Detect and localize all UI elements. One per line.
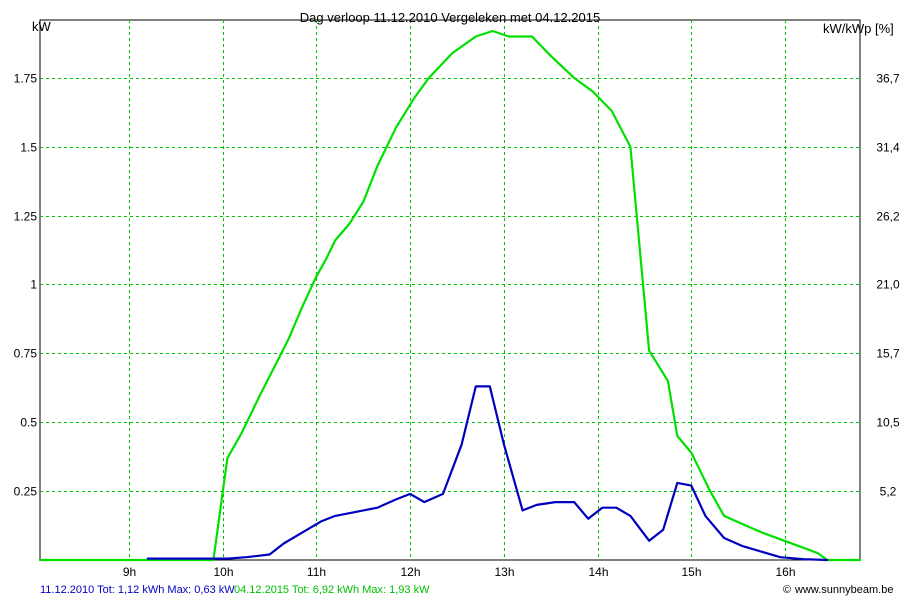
x-tick-label: 16h <box>775 565 795 579</box>
y-axis-label-left: kW <box>32 19 52 34</box>
y-axis-label-right: kW/kWp [%] <box>823 21 894 36</box>
footer-credit: www.sunnybeam.be <box>794 584 893 596</box>
copyright-icon: © <box>783 584 791 596</box>
footer-legend-2015: 04.12.2015 Tot: 6,92 kWh Max: 1,93 kW <box>234 584 430 596</box>
y-tick-label-right: 15,7 <box>876 347 900 361</box>
y-tick-label-right: 5,2 <box>880 485 897 499</box>
y-tick-label-left: 1.25 <box>14 210 38 224</box>
series-line-04-12-2015 <box>38 29 862 562</box>
series-layer <box>38 29 862 562</box>
plot-area <box>39 19 861 561</box>
y-tick-label-left: 1.5 <box>20 141 37 155</box>
grid <box>40 20 860 560</box>
y-tick-label-right: 10,5 <box>876 416 900 430</box>
y-tick-label-right: 21,0 <box>876 278 900 292</box>
x-tick-label: 10h <box>213 565 233 579</box>
series-line-11-12-2010 <box>146 385 829 562</box>
y-tick-label-left: 0.75 <box>14 347 38 361</box>
x-tick-label: 12h <box>400 565 420 579</box>
y-tick-label-right: 31,4 <box>876 141 900 155</box>
y-tick-label-right: 26,2 <box>876 210 900 224</box>
x-tick-label: 9h <box>123 565 136 579</box>
x-tick-label: 14h <box>588 565 608 579</box>
y-tick-label-left: 0.25 <box>14 485 38 499</box>
y-tick-label-left: 0.5 <box>20 416 37 430</box>
y-tick-label-right: 36,7 <box>876 72 900 86</box>
x-tick-label: 15h <box>681 565 701 579</box>
footer-legend-2010: 11.12.2010 Tot: 1,12 kWh Max: 0,63 kW <box>40 584 235 596</box>
x-tick-label: 13h <box>494 565 514 579</box>
y-tick-label-left: 1 <box>30 278 37 292</box>
tick-labels: 9h 10h 11h 12h 13h 14h 15h 16h 0.25 0.5 0.75 1 1.25 1… <box>14 72 900 580</box>
y-tick-label-left: 1.75 <box>14 72 38 86</box>
x-tick-label: 11h <box>307 565 326 579</box>
chart-title: Dag verloop 11.12.2010 Vergeleken met 04… <box>300 10 600 25</box>
